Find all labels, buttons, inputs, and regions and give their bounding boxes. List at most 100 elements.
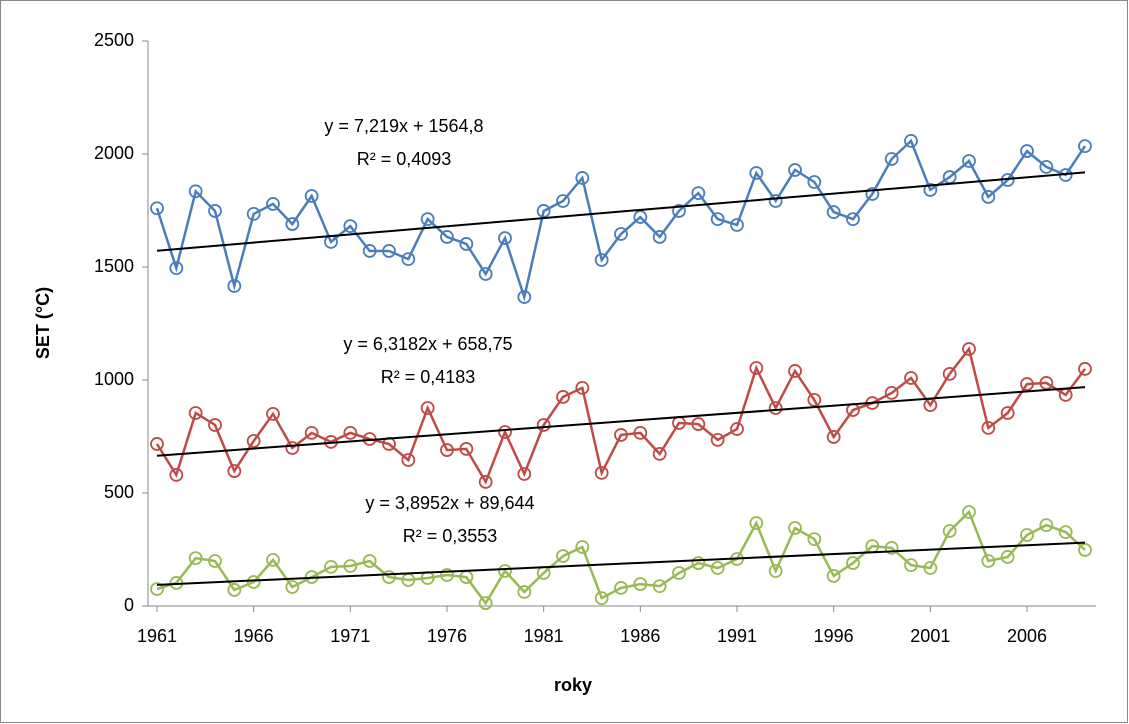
data-point <box>1078 139 1092 153</box>
data-point <box>1039 376 1054 390</box>
data-point <box>981 554 996 568</box>
data-point <box>691 417 706 431</box>
data-point <box>556 390 570 404</box>
x-tick-label: 1991 <box>717 626 757 646</box>
data-point <box>1078 543 1092 557</box>
data-point <box>807 392 822 407</box>
y-tick-label: 2000 <box>94 143 134 163</box>
data-point <box>614 428 628 442</box>
data-point <box>459 442 474 456</box>
data-point <box>807 175 822 189</box>
trend-r2: R² = 0,4093 <box>357 149 452 169</box>
data-point <box>1058 525 1073 539</box>
data-point <box>150 582 164 596</box>
data-point <box>401 453 416 467</box>
data-point <box>846 212 860 226</box>
data-point <box>1039 518 1054 532</box>
data-point <box>768 194 783 208</box>
trend-equation: y = 3,8952x + 89,644 <box>365 493 534 513</box>
data-point <box>517 467 532 481</box>
data-point <box>884 541 899 555</box>
data-point <box>227 583 242 597</box>
data-point <box>536 418 551 432</box>
data-point <box>1020 528 1034 542</box>
x-tick-label: 2006 <box>1007 626 1047 646</box>
data-point <box>884 152 899 166</box>
data-point <box>633 210 648 224</box>
data-point <box>382 244 396 258</box>
data-point <box>594 591 609 605</box>
trend-equation: y = 6,3182x + 658,75 <box>343 334 512 354</box>
data-point <box>498 425 512 439</box>
data-point <box>1000 406 1015 420</box>
data-point <box>904 371 918 385</box>
x-tick-label: 1976 <box>427 626 467 646</box>
series-line <box>155 346 1087 485</box>
data-point <box>710 212 725 226</box>
data-point <box>517 290 532 304</box>
data-point <box>672 566 686 580</box>
y-tick-label: 1000 <box>94 369 134 389</box>
data-point <box>362 244 377 258</box>
x-tick-label: 1996 <box>814 626 854 646</box>
data-point <box>169 468 184 482</box>
data-point <box>594 465 609 480</box>
data-point <box>478 596 493 610</box>
data-point <box>962 505 976 519</box>
data-point <box>768 564 783 578</box>
data-point <box>1020 144 1034 158</box>
data-point <box>691 186 706 200</box>
data-point <box>826 430 841 444</box>
trend-r2: R² = 0,3553 <box>403 526 498 546</box>
y-tick-label: 1500 <box>94 256 134 276</box>
x-tick-label: 1981 <box>524 626 564 646</box>
data-point <box>362 554 377 568</box>
data-point <box>266 552 280 567</box>
data-point <box>150 437 164 451</box>
data-point <box>749 361 764 375</box>
data-point <box>227 279 242 293</box>
data-point <box>343 425 358 440</box>
data-point <box>478 475 493 489</box>
data-point <box>401 252 416 266</box>
data-point <box>904 558 918 572</box>
data-point <box>788 163 802 177</box>
x-tick-label: 1961 <box>137 626 177 646</box>
data-point <box>749 166 764 180</box>
data-point <box>826 205 841 219</box>
data-point <box>382 570 396 584</box>
data-point <box>923 183 938 197</box>
data-point <box>556 194 570 208</box>
y-tick-label: 2500 <box>94 30 134 50</box>
data-point <box>188 406 203 420</box>
data-point <box>246 575 261 589</box>
data-point <box>246 206 261 221</box>
y-tick-label: 500 <box>104 482 134 502</box>
data-point <box>788 521 802 535</box>
x-axis-title: roky <box>554 675 592 695</box>
data-point <box>672 204 686 218</box>
trend-r2: R² = 0,4183 <box>381 367 476 387</box>
data-point <box>440 443 454 457</box>
data-point <box>865 187 880 201</box>
data-point <box>169 261 184 276</box>
trendline <box>156 386 1086 457</box>
data-point <box>884 385 899 400</box>
data-point <box>498 231 512 245</box>
data-point <box>962 154 976 168</box>
data-point <box>826 569 841 583</box>
data-point <box>942 524 957 538</box>
data-point <box>730 218 744 232</box>
x-tick-label: 1971 <box>330 626 370 646</box>
data-point <box>266 197 280 211</box>
data-point <box>440 568 454 582</box>
data-point <box>1039 159 1054 174</box>
data-point <box>904 133 918 148</box>
data-point <box>478 267 493 281</box>
trendline <box>156 541 1086 586</box>
data-point <box>1020 377 1034 391</box>
data-point <box>304 425 319 440</box>
data-point <box>266 406 280 421</box>
data-point <box>575 540 590 554</box>
data-point <box>1000 550 1015 564</box>
